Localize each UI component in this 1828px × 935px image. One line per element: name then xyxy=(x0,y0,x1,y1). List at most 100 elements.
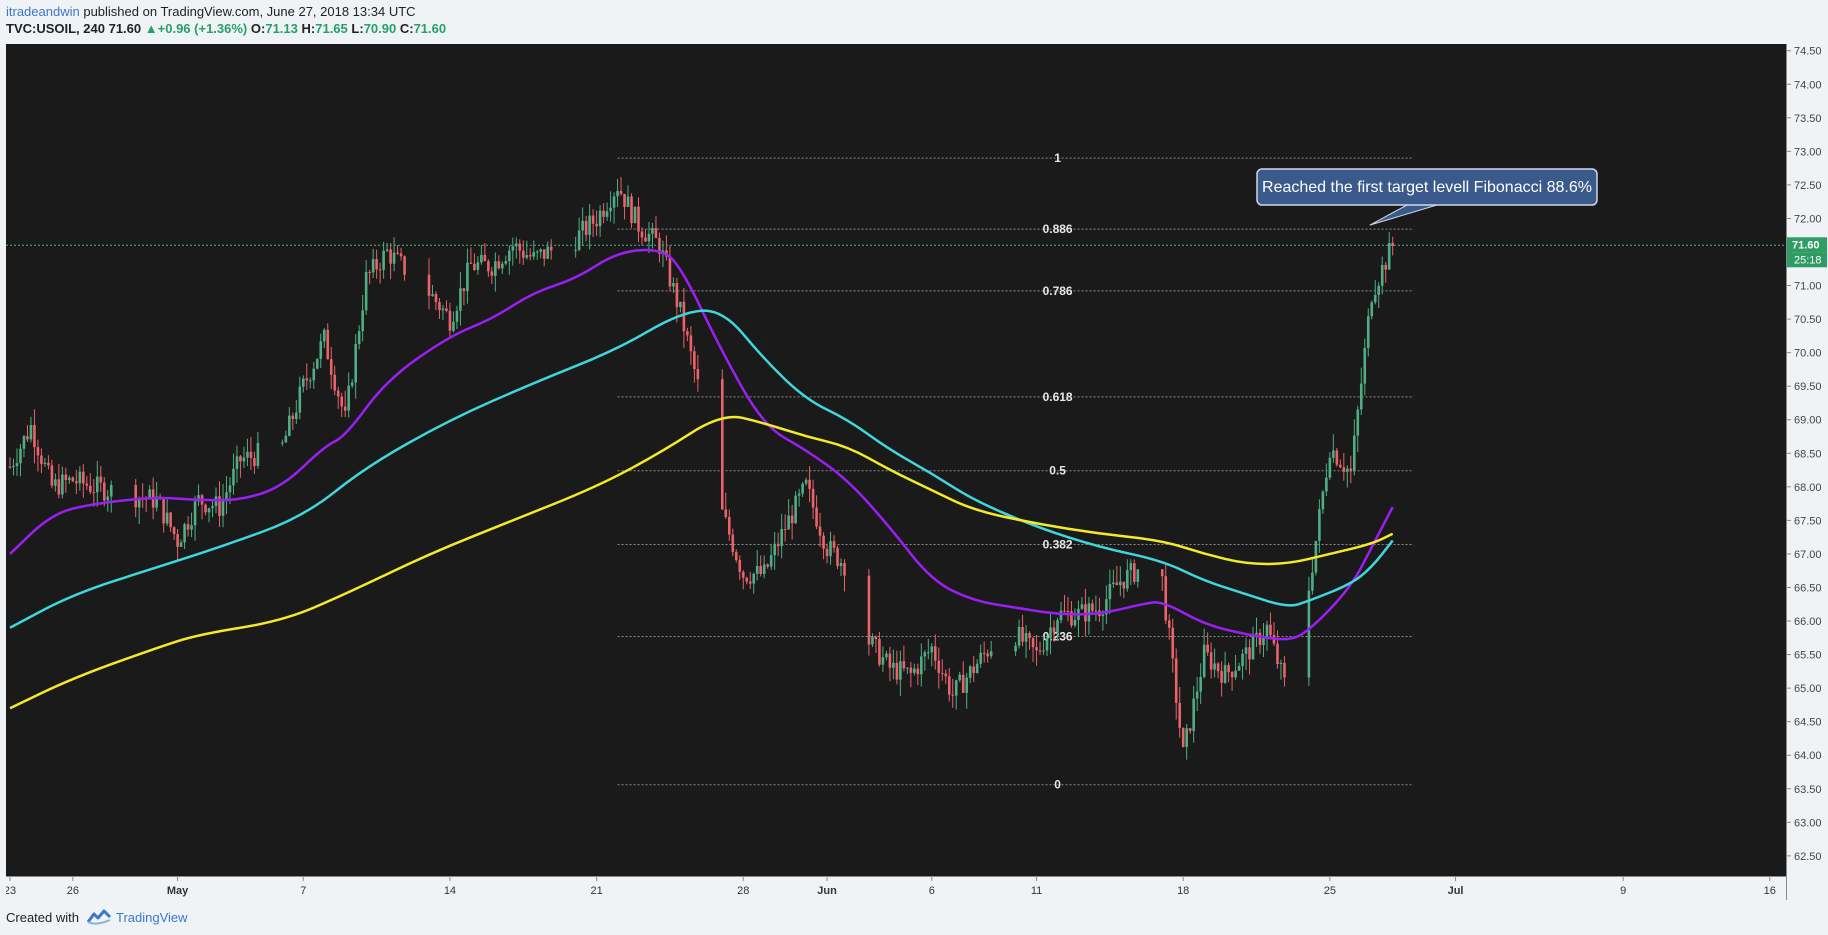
fib-level-label: 0 xyxy=(1054,778,1061,792)
candle-body xyxy=(232,468,235,486)
candle-body xyxy=(790,515,794,524)
price-tick-label: 73.00 xyxy=(1794,146,1822,158)
low-value: 70.90 xyxy=(363,21,397,36)
candle-body xyxy=(284,435,288,443)
candle-body xyxy=(689,335,693,352)
price-change: +0.96 (+1.36%) xyxy=(157,21,248,36)
price-tick-label: 68.50 xyxy=(1794,448,1822,460)
candle-body xyxy=(256,442,260,467)
candle-body xyxy=(1174,658,1178,703)
fib-level-label: 0.618 xyxy=(1043,390,1073,404)
candle-body xyxy=(375,259,378,270)
candle-body xyxy=(1178,702,1182,728)
tradingview-link[interactable]: TradingView xyxy=(116,910,188,925)
candle-body xyxy=(47,462,50,466)
callout-box[interactable] xyxy=(1256,168,1598,206)
price-tick-label: 67.50 xyxy=(1794,515,1822,527)
candle-body xyxy=(19,448,22,464)
chart-area[interactable]: 1 0.886 0.786 0.618 0.5 0.382 0.236 0 Reached t… xyxy=(4,44,1828,900)
candle-body xyxy=(1258,632,1262,646)
candle-body xyxy=(501,263,504,269)
annotation-callout[interactable]: Reached the first target levell Fibonacc… xyxy=(1256,168,1598,226)
candle-body xyxy=(399,253,403,257)
candle-body xyxy=(871,636,874,645)
candle-body xyxy=(1014,645,1017,652)
candle-body xyxy=(1195,691,1199,699)
candle-body xyxy=(179,542,183,547)
candle-body xyxy=(787,515,790,530)
candle-body xyxy=(888,653,892,668)
candle-body xyxy=(1356,409,1360,436)
candle-body xyxy=(487,261,490,272)
price-tick-label: 74.00 xyxy=(1794,79,1822,91)
candle-body xyxy=(979,652,982,664)
candle-body xyxy=(1017,626,1021,646)
time-tick-label: 11 xyxy=(1031,885,1042,897)
moving-average-line xyxy=(9,248,1394,641)
candle-body xyxy=(752,573,756,584)
time-tick-label: 9 xyxy=(1620,885,1626,897)
candle-body xyxy=(1136,569,1140,582)
candle-body xyxy=(808,479,811,489)
candle-body xyxy=(839,563,843,567)
candle-body xyxy=(137,497,141,508)
price-axis[interactable]: 62.50 63.00 63.50 64.00 64.50 65.00 65.50 66.00… xyxy=(1786,46,1827,863)
candle-body xyxy=(1251,634,1255,660)
candle-body xyxy=(521,250,525,258)
candle-body xyxy=(1209,652,1213,670)
candle-body xyxy=(26,436,29,440)
symbol-label: TVC:USOIL, 240 xyxy=(6,21,105,36)
tradingview-logo-icon xyxy=(86,909,112,925)
candle-body xyxy=(1318,509,1321,541)
price-tick-label: 70.50 xyxy=(1794,314,1822,326)
candle-body xyxy=(1220,671,1223,683)
candle-body xyxy=(637,206,640,232)
last-price-tag xyxy=(1787,237,1827,253)
candle-body xyxy=(878,639,881,665)
candle-body xyxy=(85,483,89,486)
candle-body xyxy=(532,252,536,257)
candle-body xyxy=(281,442,284,444)
symbol-legend: TVC:USOIL, 240 71.60 ▲+0.96 (+1.36%) O:7… xyxy=(6,21,446,36)
candle-body xyxy=(347,385,350,411)
candle-body xyxy=(986,653,989,657)
candle-body xyxy=(598,210,602,227)
candle-body xyxy=(452,321,455,331)
candle-body xyxy=(1164,576,1168,621)
time-tick-label: Jul xyxy=(1448,885,1464,897)
price-tick-label: 73.50 xyxy=(1794,113,1822,125)
candle-body xyxy=(874,636,878,640)
candle-body xyxy=(459,288,462,311)
candle-body xyxy=(305,378,309,381)
candle-body xyxy=(466,262,469,292)
candle-body xyxy=(619,191,623,195)
candle-body xyxy=(1262,637,1265,646)
candle-body xyxy=(1237,666,1241,671)
candle-body xyxy=(186,524,190,530)
candle-body xyxy=(899,661,902,680)
price-tick-label: 69.50 xyxy=(1794,381,1822,393)
candle-body xyxy=(804,479,808,484)
candle-body xyxy=(930,646,934,653)
candle-body xyxy=(867,575,871,645)
author-link[interactable]: itradeandwin xyxy=(6,4,80,19)
candle-body xyxy=(738,559,742,572)
fib-level-label: 0.5 xyxy=(1049,464,1066,478)
last-price-tag-label: 71.60 xyxy=(1792,239,1820,251)
candle-body xyxy=(1384,264,1388,270)
candle-body xyxy=(1021,626,1024,642)
price-tick-label: 69.00 xyxy=(1794,415,1822,427)
candle-body xyxy=(78,471,82,484)
time-axis[interactable]: 23 26 May 7 14 21 28 Jun 6 11 18 25 Jul 9 16 xyxy=(4,876,1776,897)
candle-body xyxy=(1122,581,1126,589)
candle-body xyxy=(1087,603,1091,622)
candle-body xyxy=(1063,610,1066,612)
candle-body xyxy=(448,310,452,331)
countdown-label: 25:18 xyxy=(1794,254,1822,266)
candle-body xyxy=(12,466,15,468)
candle-body xyxy=(1279,662,1283,665)
candle-body xyxy=(357,331,361,345)
candle-body xyxy=(1328,457,1332,478)
